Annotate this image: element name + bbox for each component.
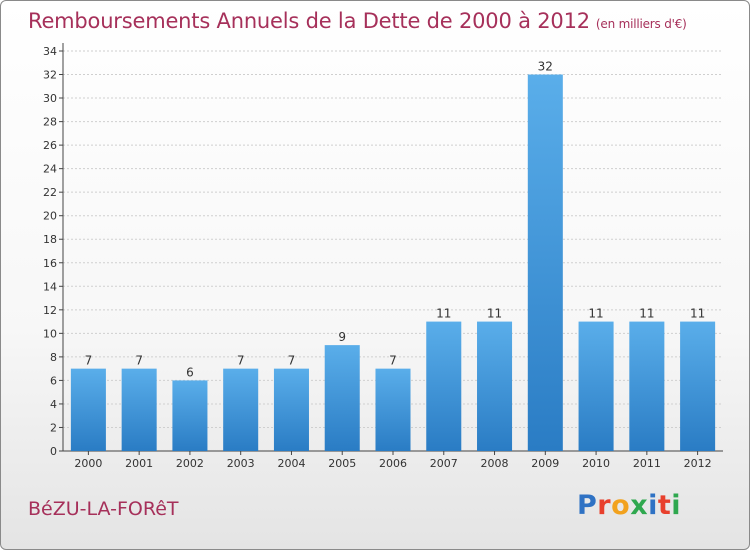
x-tick-label: 2001 xyxy=(125,457,153,470)
bar xyxy=(375,368,411,451)
y-tick-label: 28 xyxy=(43,116,57,129)
y-tick-label: 30 xyxy=(43,92,57,105)
x-tick-label: 2012 xyxy=(684,457,712,470)
data-label: 6 xyxy=(186,365,194,379)
logo-letter: P xyxy=(577,490,598,521)
y-tick-label: 0 xyxy=(50,445,57,458)
bar xyxy=(527,74,563,451)
bar xyxy=(426,321,462,451)
x-tick-label: 2004 xyxy=(277,457,305,470)
bar xyxy=(578,321,614,451)
y-tick-label: 20 xyxy=(43,210,57,223)
y-tick-label: 32 xyxy=(43,69,57,82)
bar xyxy=(324,345,360,451)
bar xyxy=(273,368,309,451)
y-tick-label: 12 xyxy=(43,304,57,317)
x-tick-label: 2008 xyxy=(481,457,509,470)
chart-unit: (en milliers d'€) xyxy=(595,17,687,31)
y-tick-label: 4 xyxy=(50,398,57,411)
x-tick-label: 2011 xyxy=(633,457,661,470)
y-tick-label: 24 xyxy=(43,163,57,176)
data-label: 11 xyxy=(639,307,654,321)
commune-name: BéZU-LA-FORêT xyxy=(28,498,179,520)
data-label: 11 xyxy=(690,307,705,321)
x-tick-label: 2005 xyxy=(328,457,356,470)
data-label: 7 xyxy=(288,354,296,368)
bar xyxy=(172,380,208,451)
data-label: 11 xyxy=(487,307,502,321)
logo-letter: x xyxy=(630,490,649,521)
bar xyxy=(680,321,716,451)
data-label: 7 xyxy=(85,354,93,368)
chart-title: Remboursements Annuels de la Dette de 20… xyxy=(28,9,687,33)
y-tick-label: 10 xyxy=(43,327,57,340)
y-tick-label: 6 xyxy=(50,374,57,387)
logo-letter: i xyxy=(648,490,658,521)
x-tick-label: 2006 xyxy=(379,457,407,470)
data-label: 7 xyxy=(135,354,143,368)
bar xyxy=(477,321,513,451)
data-label: 11 xyxy=(436,307,451,321)
y-tick-label: 26 xyxy=(43,139,57,152)
proxiti-logo: Proxiti xyxy=(577,490,681,521)
x-tick-label: 2009 xyxy=(531,457,559,470)
y-tick-label: 2 xyxy=(50,421,57,434)
y-tick-label: 22 xyxy=(43,186,57,199)
x-tick-label: 2007 xyxy=(430,457,458,470)
data-label: 32 xyxy=(538,60,553,74)
y-tick-label: 16 xyxy=(43,257,57,270)
bar xyxy=(121,368,157,451)
bar xyxy=(629,321,665,451)
x-tick-label: 2000 xyxy=(74,457,102,470)
logo-letter: r xyxy=(597,490,612,521)
bar xyxy=(70,368,106,451)
x-tick-label: 2010 xyxy=(582,457,610,470)
logo-letter: o xyxy=(611,490,631,521)
y-tick-label: 8 xyxy=(50,351,57,364)
data-label: 9 xyxy=(338,330,346,344)
data-label: 7 xyxy=(237,354,245,368)
logo-letter: t xyxy=(657,490,672,521)
data-label: 7 xyxy=(389,354,397,368)
logo-letter: i xyxy=(671,490,682,521)
chart-title-text: Remboursements Annuels de la Dette de 20… xyxy=(28,9,590,33)
x-tick-label: 2002 xyxy=(176,457,204,470)
x-tick-label: 2003 xyxy=(227,457,255,470)
data-label: 11 xyxy=(588,307,603,321)
bar xyxy=(223,368,259,451)
y-tick-label: 34 xyxy=(43,45,57,58)
y-tick-label: 14 xyxy=(43,280,57,293)
y-tick-label: 18 xyxy=(43,233,57,246)
